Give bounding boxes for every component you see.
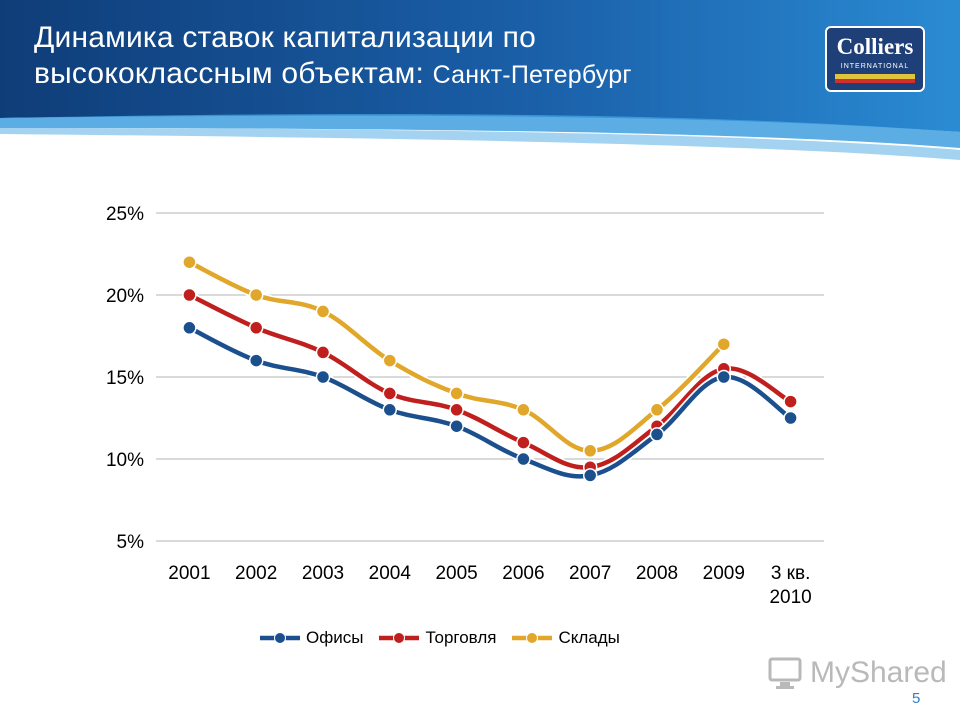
legend-swatch-marker (526, 632, 539, 644)
title-city: Санкт-Петербург (432, 61, 632, 89)
slide-title: Динамика ставок капитализации по высокок… (34, 20, 794, 93)
legend-label: Торговля (425, 628, 497, 647)
cap-rate-line-chart: 5% 10% 15% 20% 25% 2001 2002 2003 2004 2005 2006 20… (106, 204, 824, 608)
data-point (516, 451, 531, 467)
x-tick-label: 2007 (569, 563, 611, 584)
logo-stripe (835, 74, 915, 79)
colliers-logo: Colliers INTERNATIONAL (825, 26, 925, 92)
data-point (182, 320, 197, 336)
x-tick-label: 2002 (235, 563, 277, 584)
data-point (182, 287, 197, 303)
logo-stripe (835, 78, 915, 83)
legend-item: Склады (510, 628, 620, 648)
legend-item: Офисы (258, 628, 363, 648)
x-tick-label: 2003 (302, 563, 344, 584)
legend-swatch (512, 632, 553, 644)
data-point (649, 427, 665, 442)
data-point (582, 468, 598, 483)
x-tick-label: 2001 (168, 563, 210, 584)
data-point (783, 410, 798, 426)
watermark: MyShared (768, 656, 947, 690)
data-point (382, 353, 398, 368)
legend-swatch (379, 632, 420, 644)
legend-label: Склады (558, 628, 620, 647)
data-point (516, 402, 531, 418)
x-tick-label: 2008 (636, 563, 678, 584)
data-point (449, 386, 464, 401)
x-tick-label: 2009 (703, 563, 745, 584)
title-line-1: Динамика ставок капитализации по (34, 21, 536, 54)
data-point (716, 369, 732, 385)
data-point (449, 402, 464, 418)
chart-legend: Офисы Торговля Склады (258, 628, 620, 648)
x-tick-label: 2006 (502, 563, 544, 584)
y-tick-label: 20% (106, 286, 144, 307)
data-point (248, 353, 264, 368)
legend-label: Офисы (306, 628, 364, 647)
data-point (382, 402, 398, 418)
data-point (315, 345, 331, 360)
y-tick-label: 15% (106, 368, 144, 389)
data-point (248, 287, 264, 303)
data-point (716, 336, 732, 352)
x-tick-label: 3 кв. 2010 (769, 563, 811, 608)
watermark-text: MyShared (810, 656, 947, 689)
data-point (449, 418, 464, 434)
header-banner (0, 0, 960, 160)
legend-swatch-marker (393, 632, 406, 644)
logo-wordmark: Colliers (836, 34, 914, 59)
data-point (248, 320, 264, 336)
legend-swatch-marker (274, 632, 286, 644)
logo-stripes (835, 74, 915, 83)
logo-tagline: INTERNATIONAL (840, 63, 910, 70)
data-point (382, 386, 398, 401)
data-point (582, 443, 598, 459)
y-tick-label: 5% (117, 532, 145, 553)
legend-swatch (260, 632, 300, 644)
y-tick-label: 10% (106, 450, 144, 471)
x-tick-label: 2005 (435, 563, 477, 584)
data-point (182, 254, 197, 270)
page-number: 5 (912, 690, 921, 707)
series-line (187, 292, 793, 470)
y-tick-label: 25% (106, 204, 144, 225)
mysharedscreen-icon (768, 657, 802, 689)
series-line (187, 325, 793, 479)
x-tick-label: 2004 (369, 563, 412, 584)
title-line-2: высококлассным объектам: (34, 57, 425, 90)
legend-item: Торговля (377, 628, 496, 648)
data-point (516, 435, 531, 450)
data-point (783, 394, 798, 409)
data-point (649, 402, 665, 418)
data-point (315, 304, 331, 319)
data-point (315, 369, 331, 385)
